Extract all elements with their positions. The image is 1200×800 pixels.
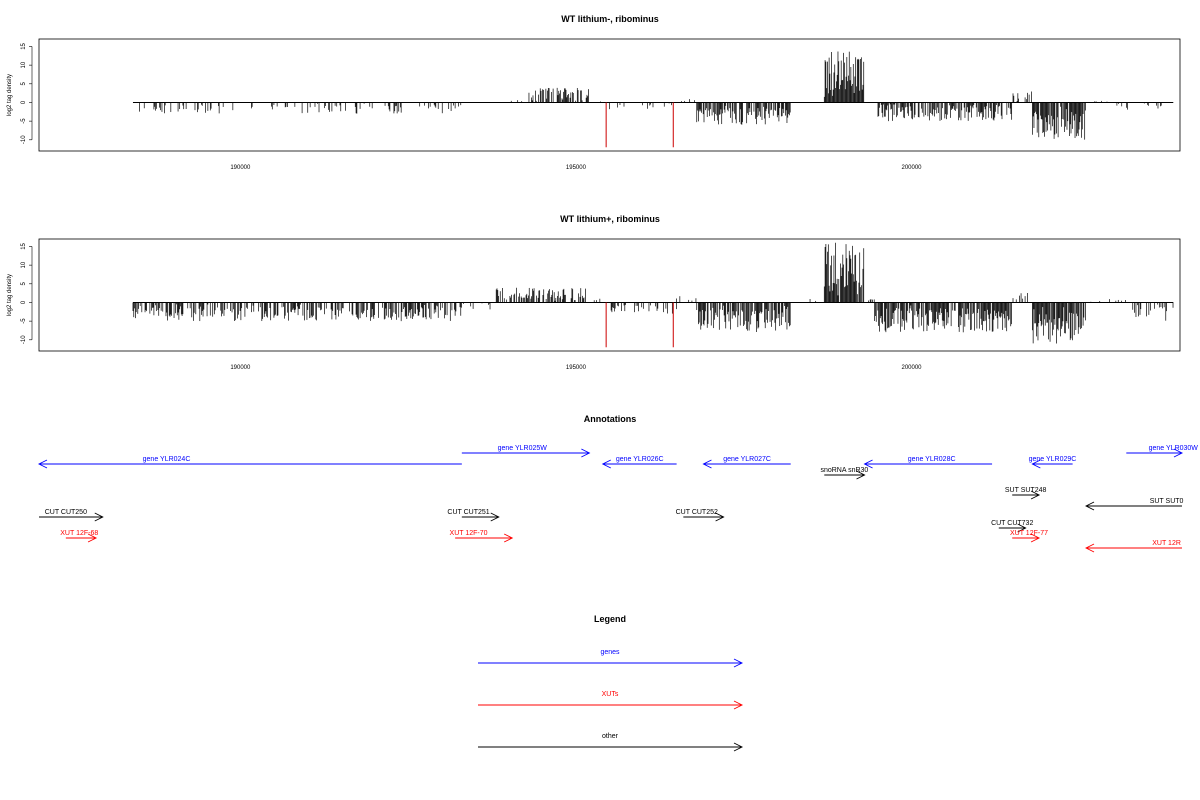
legend-label: other [602,733,619,740]
feature-label: XUT 12F-68 [60,530,98,537]
feature-arrow [601,459,677,469]
signal-bars [132,242,1174,348]
feature-arrow [461,512,500,522]
feature-label: gene YLR029C [1029,456,1077,463]
y-tick-label: 15 [21,242,27,249]
y-tick-label: 0 [21,100,27,104]
feature-arrow [824,470,866,480]
y-tick-label: 15 [21,42,27,49]
x-tick-label: 200000 [902,365,923,371]
feature-label: CUT CUT252 [676,509,718,516]
legend-arrow [478,658,744,668]
x-tick-label: 195000 [566,165,587,171]
x-tick-label: 195000 [566,365,587,371]
plot-frame [38,238,1181,352]
legend-arrow [478,700,744,710]
panel-title: WT lithium-, ribominus [561,14,659,24]
legend-items: genes XUTs other [478,649,744,752]
feature-label: gene YLR024C [143,456,191,463]
feature-arrow [1126,448,1184,458]
x-axis: 190000 195000 200000 [230,165,922,171]
plot-frame [38,38,1181,152]
feature-label: gene YLR026C [616,456,664,463]
feature-label: XUT 12F-70 [450,530,488,537]
feature-arrow [39,512,104,522]
y-tick-label: 0 [21,300,27,304]
annotations-title: Annotations [584,414,637,424]
y-tick-label: -5 [21,318,27,324]
legend-label: genes [600,649,620,656]
feature-arrow [998,523,1027,533]
y-axis-label: log2 tag density [7,74,13,116]
y-tick-label: 10 [21,61,27,68]
x-tick-label: 200000 [902,165,923,171]
x-axis: 190000 195000 200000 [230,365,922,371]
feature-label: gene YLR027C [723,456,771,463]
feature-label: gene YLR030W [1149,445,1199,452]
feature-label: gene YLR028C [908,456,956,463]
legend-label: XUTs [602,691,619,698]
track-panel-lithium-plus: WT lithium+, ribominus log2 tag density … [7,214,1181,371]
annotation-features: gene YLR024C gene YLR025W gene YLR026C gene… [37,445,1199,553]
feature-arrow [1031,459,1073,469]
feature-arrow [65,533,98,543]
feature-label: CUT CUT732 [991,520,1033,527]
feature-arrow [455,533,514,543]
feature-arrow [461,448,591,458]
feature-label: CUT CUT250 [45,509,87,516]
x-tick-label: 190000 [230,365,251,371]
feature-label: SUT SUT0 [1150,498,1184,505]
y-tick-label: 5 [21,281,27,285]
y-axis: 15 10 5 0 -5 -10 [21,242,33,344]
y-tick-label: 10 [21,261,27,268]
feature-label: XUT 12R [1152,540,1181,547]
feature-label: XUT 12F-77 [1010,530,1048,537]
feature-label: CUT CUT251 [447,509,489,516]
feature-arrow [1012,533,1041,543]
feature-label: SUT SUT248 [1005,487,1047,494]
feature-arrow [1085,543,1182,553]
y-tick-label: -5 [21,118,27,124]
legend-panel: Legend genes XUTs other [478,614,744,752]
x-tick-label: 190000 [230,165,251,171]
y-tick-label: -10 [21,335,27,344]
feature-arrow [683,512,725,522]
panel-title: WT lithium+, ribominus [560,214,660,224]
feature-arrow [863,459,993,469]
signal-bars [132,51,1174,148]
feature-arrow [702,459,791,469]
feature-label: gene YLR025W [498,445,548,452]
y-axis: 15 10 5 0 -5 -10 [21,42,33,144]
track-panel-lithium-minus: WT lithium-, ribominus log2 tag density … [7,14,1181,171]
legend-title: Legend [594,614,626,624]
feature-label: snoRNA snR30 [820,467,868,474]
feature-arrow [37,459,462,469]
feature-arrow [1012,490,1041,500]
legend-arrow [478,742,744,752]
feature-arrow [1085,501,1182,511]
y-tick-label: 5 [21,81,27,85]
y-tick-label: -10 [21,135,27,144]
y-axis-label: log2 tag density [7,274,13,316]
